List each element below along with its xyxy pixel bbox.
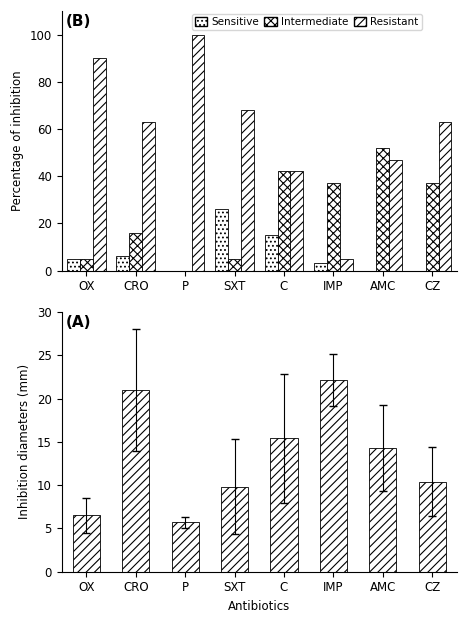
Y-axis label: Inhibition diameters (mm): Inhibition diameters (mm) — [19, 364, 31, 519]
Bar — [340, 259, 353, 271]
Bar — [320, 379, 347, 572]
Bar — [426, 183, 439, 271]
Bar — [439, 122, 452, 271]
Bar — [278, 172, 290, 271]
Bar — [117, 256, 129, 271]
Text: (B): (B) — [66, 14, 91, 29]
Bar — [129, 233, 142, 271]
Bar — [221, 487, 248, 572]
Bar — [67, 259, 80, 271]
Bar — [271, 439, 298, 572]
Bar — [327, 183, 340, 271]
Bar — [228, 259, 241, 271]
Bar — [122, 390, 149, 572]
Y-axis label: Percentage of inhibition: Percentage of inhibition — [11, 71, 24, 211]
Bar — [172, 522, 199, 572]
Bar — [369, 448, 396, 572]
Bar — [389, 160, 402, 271]
Bar — [93, 58, 106, 271]
Bar — [241, 110, 254, 271]
Text: (A): (A) — [66, 314, 91, 329]
Bar — [290, 172, 303, 271]
Bar — [418, 482, 446, 572]
Legend: Sensitive, Intermediate, Resistant: Sensitive, Intermediate, Resistant — [192, 14, 422, 30]
Bar — [314, 263, 327, 271]
Bar — [265, 235, 278, 271]
Bar — [142, 122, 155, 271]
Bar — [80, 259, 93, 271]
Bar — [376, 148, 389, 271]
X-axis label: Antibiotics: Antibiotics — [228, 600, 290, 613]
Bar — [73, 515, 100, 572]
Bar — [191, 35, 205, 271]
Bar — [215, 209, 228, 271]
